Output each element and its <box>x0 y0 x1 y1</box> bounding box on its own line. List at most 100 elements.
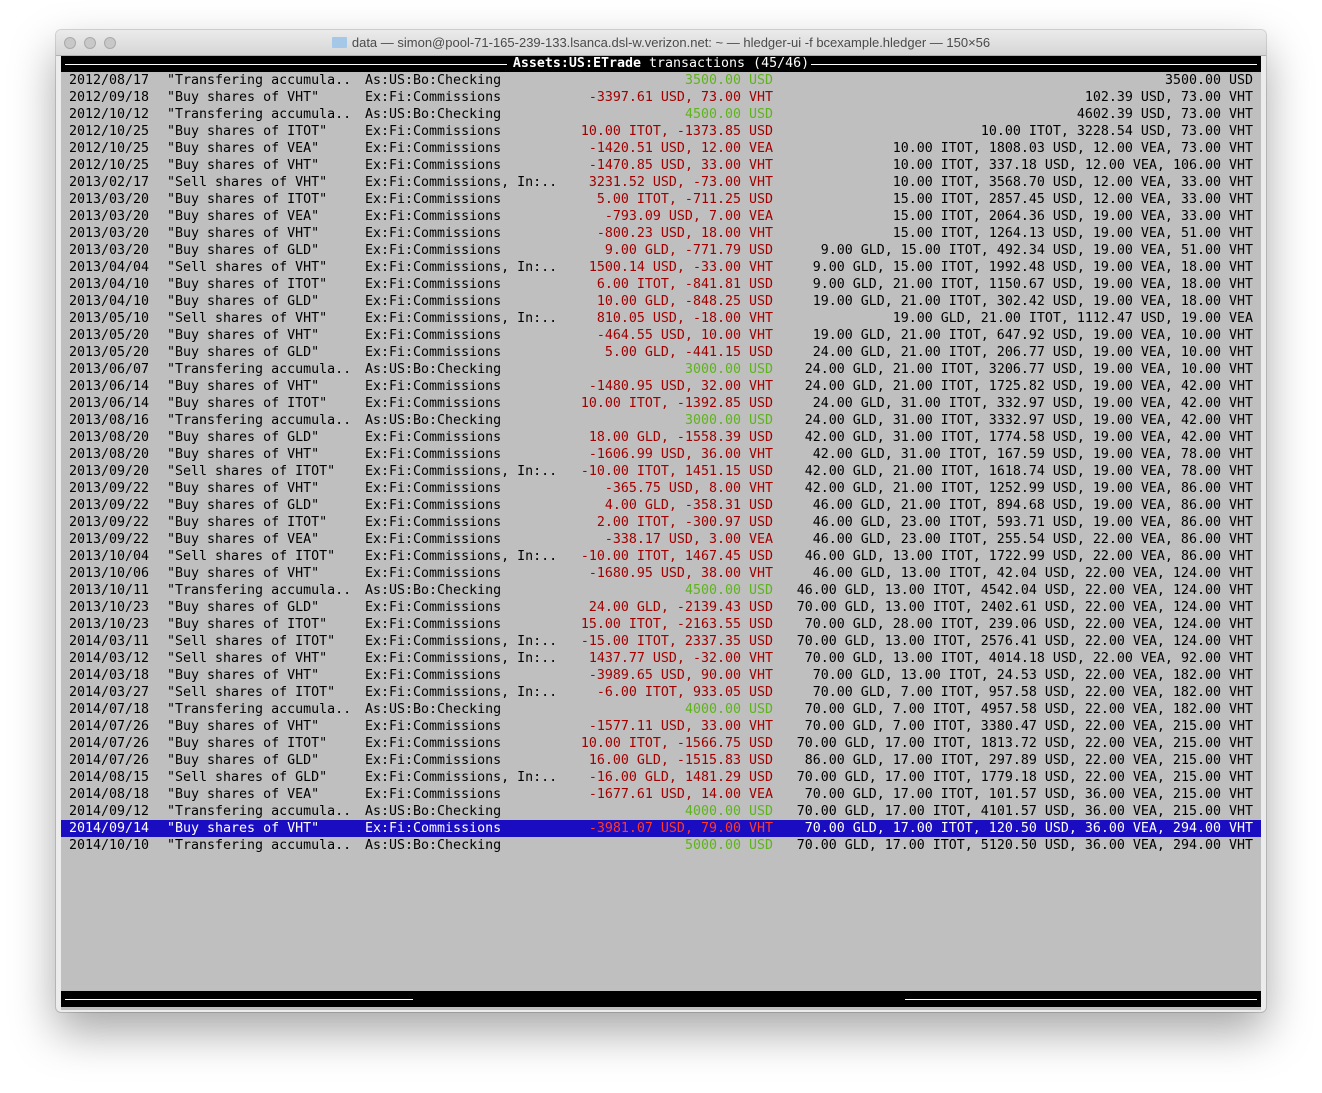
transaction-row[interactable]: 2012/10/25 "Buy shares of VHT" Ex:Fi:Commi… <box>61 157 1261 174</box>
description: "Buy shares of VEA" <box>167 141 320 156</box>
terminal-content[interactable]: Assets:US:ETrade transactions (45/46) 20… <box>61 56 1261 1010</box>
transaction-row[interactable]: 2012/10/25 "Buy shares of VEA" Ex:Fi:Commi… <box>61 140 1261 157</box>
change-amount: -3981.07 USD, 79.00 VHT <box>588 821 773 836</box>
change-amount: 24.00 GLD, -2139.43 USD <box>588 600 773 615</box>
description: "Buy shares of GLD" <box>167 345 320 360</box>
transaction-row[interactable]: 2014/09/12 "Transfering accumula.. As:US:B… <box>61 803 1261 820</box>
transaction-row[interactable]: 2013/08/16 "Transfering accumula.. As:US:B… <box>61 412 1261 429</box>
other-accounts: As:US:Bo:Checking <box>365 702 502 717</box>
transaction-row[interactable]: 2013/09/22 "Buy shares of GLD" Ex:Fi:Commi… <box>61 497 1261 514</box>
minimize-button[interactable] <box>84 37 96 49</box>
date: 2013/09/22 <box>69 481 150 496</box>
transaction-row[interactable]: 2013/10/23 "Buy shares of ITOT" Ex:Fi:Comm… <box>61 616 1261 633</box>
date: 2013/10/06 <box>69 566 150 581</box>
change-amount: 6.00 ITOT, -841.81 USD <box>596 277 773 292</box>
transaction-row[interactable]: 2013/05/20 "Buy shares of VHT" Ex:Fi:Commi… <box>61 327 1261 344</box>
transaction-row[interactable]: 2013/03/20 "Buy shares of ITOT" Ex:Fi:Comm… <box>61 191 1261 208</box>
date: 2014/07/26 <box>69 719 150 734</box>
balance-amount: 24.00 GLD, 21.00 ITOT, 206.77 USD, 19.00… <box>812 345 1253 360</box>
description: "Buy shares of ITOT" <box>167 124 328 139</box>
transaction-row-selected[interactable]: 2014/09/14 "Buy shares of VHT" Ex:Fi:Commi… <box>61 820 1261 837</box>
other-accounts: Ex:Fi:Commissions, In:.. <box>365 634 558 649</box>
transaction-row[interactable]: 2014/03/18 "Buy shares of VHT" Ex:Fi:Commi… <box>61 667 1261 684</box>
transaction-row[interactable]: 2013/10/04 "Sell shares of ITOT" Ex:Fi:Com… <box>61 548 1261 565</box>
description: "Buy shares of VEA" <box>167 532 320 547</box>
close-button[interactable] <box>64 37 76 49</box>
transaction-row[interactable]: 2014/03/11 "Sell shares of ITOT" Ex:Fi:Com… <box>61 633 1261 650</box>
other-accounts: Ex:Fi:Commissions <box>365 821 502 836</box>
transaction-row[interactable]: 2013/05/20 "Buy shares of GLD" Ex:Fi:Commi… <box>61 344 1261 361</box>
other-accounts: As:US:Bo:Checking <box>365 413 502 428</box>
change-amount: 3500.00 USD <box>684 73 773 88</box>
screen-header: Assets:US:ETrade transactions (45/46) <box>61 56 1261 72</box>
transaction-row[interactable]: 2013/03/20 "Buy shares of GLD" Ex:Fi:Commi… <box>61 242 1261 259</box>
description: "Buy shares of VHT" <box>167 668 320 683</box>
transaction-row[interactable]: 2013/09/20 "Sell shares of ITOT" Ex:Fi:Com… <box>61 463 1261 480</box>
other-accounts: Ex:Fi:Commissions <box>365 209 502 224</box>
transaction-row[interactable]: 2013/09/22 "Buy shares of VHT" Ex:Fi:Commi… <box>61 480 1261 497</box>
transaction-row[interactable]: 2014/08/15 "Sell shares of GLD" Ex:Fi:Comm… <box>61 769 1261 786</box>
transaction-row[interactable]: 2013/03/20 "Buy shares of VEA" Ex:Fi:Commi… <box>61 208 1261 225</box>
transaction-row[interactable]: 2012/09/18 "Buy shares of VHT" Ex:Fi:Commi… <box>61 89 1261 106</box>
date: 2012/10/25 <box>69 124 150 139</box>
date: 2013/04/10 <box>69 294 150 309</box>
transaction-row[interactable]: 2014/03/27 "Sell shares of ITOT" Ex:Fi:Com… <box>61 684 1261 701</box>
balance-amount: 46.00 GLD, 21.00 ITOT, 894.68 USD, 19.00… <box>812 498 1253 513</box>
date: 2013/04/04 <box>69 260 150 275</box>
balance-amount: 70.00 GLD, 17.00 ITOT, 120.50 USD, 36.00… <box>804 821 1253 836</box>
transaction-row[interactable]: 2013/05/10 "Sell shares of VHT" Ex:Fi:Comm… <box>61 310 1261 327</box>
transaction-row[interactable]: 2014/07/18 "Transfering accumula.. As:US:B… <box>61 701 1261 718</box>
change-amount: -338.17 USD, 3.00 VEA <box>604 532 773 547</box>
description: "Sell shares of ITOT" <box>167 549 336 564</box>
header-suffix: transactions (45/46) <box>640 56 810 71</box>
transaction-row[interactable]: 2013/04/10 "Buy shares of GLD" Ex:Fi:Commi… <box>61 293 1261 310</box>
date: 2013/10/11 <box>69 583 150 598</box>
other-accounts: As:US:Bo:Checking <box>365 583 502 598</box>
balance-amount: 10.00 ITOT, 3228.54 USD, 73.00 VHT <box>980 124 1253 139</box>
transaction-row[interactable]: 2013/09/22 "Buy shares of ITOT" Ex:Fi:Comm… <box>61 514 1261 531</box>
transaction-row[interactable]: 2012/08/17 "Transfering accumula.. As:US:B… <box>61 72 1261 89</box>
date: 2013/06/14 <box>69 379 150 394</box>
transaction-row[interactable]: 2013/10/23 "Buy shares of GLD" Ex:Fi:Commi… <box>61 599 1261 616</box>
other-accounts: As:US:Bo:Checking <box>365 838 502 853</box>
date: 2013/10/23 <box>69 617 150 632</box>
other-accounts: Ex:Fi:Commissions, In:.. <box>365 651 558 666</box>
change-amount: -464.55 USD, 10.00 VHT <box>596 328 773 343</box>
balance-amount: 19.00 GLD, 21.00 ITOT, 647.92 USD, 19.00… <box>812 328 1253 343</box>
transaction-row[interactable]: 2012/10/12 "Transfering accumula.. As:US:B… <box>61 106 1261 123</box>
footer-rule-left <box>65 999 413 1000</box>
transaction-row[interactable]: 2014/07/26 "Buy shares of VHT" Ex:Fi:Commi… <box>61 718 1261 735</box>
change-amount: -1480.95 USD, 32.00 VHT <box>588 379 773 394</box>
transaction-row[interactable]: 2013/04/04 "Sell shares of VHT" Ex:Fi:Comm… <box>61 259 1261 276</box>
transaction-row[interactable]: 2013/10/11 "Transfering accumula.. As:US:B… <box>61 582 1261 599</box>
balance-amount: 10.00 ITOT, 1808.03 USD, 12.00 VEA, 73.0… <box>892 141 1253 156</box>
balance-amount: 70.00 GLD, 17.00 ITOT, 101.57 USD, 36.00… <box>804 787 1253 802</box>
transaction-row[interactable]: 2013/06/14 "Buy shares of VHT" Ex:Fi:Commi… <box>61 378 1261 395</box>
zoom-button[interactable] <box>104 37 116 49</box>
transaction-row[interactable]: 2012/10/25 "Buy shares of ITOT" Ex:Fi:Comm… <box>61 123 1261 140</box>
transaction-row[interactable]: 2013/02/17 "Sell shares of VHT" Ex:Fi:Comm… <box>61 174 1261 191</box>
transaction-row[interactable]: 2014/07/26 "Buy shares of GLD" Ex:Fi:Commi… <box>61 752 1261 769</box>
balance-amount: 9.00 GLD, 21.00 ITOT, 1150.67 USD, 19.00… <box>812 277 1253 292</box>
transaction-row[interactable]: 2013/10/06 "Buy shares of VHT" Ex:Fi:Commi… <box>61 565 1261 582</box>
transaction-row[interactable]: 2013/09/22 "Buy shares of VEA" Ex:Fi:Commi… <box>61 531 1261 548</box>
transaction-row[interactable]: 2013/06/07 "Transfering accumula.. As:US:B… <box>61 361 1261 378</box>
transaction-row[interactable]: 2013/06/14 "Buy shares of ITOT" Ex:Fi:Comm… <box>61 395 1261 412</box>
transaction-row[interactable]: 2013/08/20 "Buy shares of VHT" Ex:Fi:Commi… <box>61 446 1261 463</box>
transaction-row[interactable]: 2014/07/26 "Buy shares of ITOT" Ex:Fi:Comm… <box>61 735 1261 752</box>
description: "Buy shares of VHT" <box>167 447 320 462</box>
date: 2014/08/15 <box>69 770 150 785</box>
change-amount: 1500.14 USD, -33.00 VHT <box>588 260 773 275</box>
balance-amount: 70.00 GLD, 28.00 ITOT, 239.06 USD, 22.00… <box>804 617 1253 632</box>
change-amount: 810.05 USD, -18.00 VHT <box>596 311 773 326</box>
description: "Sell shares of VHT" <box>167 260 328 275</box>
balance-amount: 19.00 GLD, 21.00 ITOT, 302.42 USD, 19.00… <box>812 294 1253 309</box>
transaction-row[interactable]: 2013/08/20 "Buy shares of GLD" Ex:Fi:Commi… <box>61 429 1261 446</box>
transaction-row[interactable]: 2014/10/10 "Transfering accumula.. As:US:B… <box>61 837 1261 854</box>
change-amount: -800.23 USD, 18.00 VHT <box>596 226 773 241</box>
transaction-row[interactable]: 2013/04/10 "Buy shares of ITOT" Ex:Fi:Comm… <box>61 276 1261 293</box>
transaction-row[interactable]: 2013/03/20 "Buy shares of VHT" Ex:Fi:Commi… <box>61 225 1261 242</box>
balance-amount: 10.00 ITOT, 3568.70 USD, 12.00 VEA, 33.0… <box>892 175 1253 190</box>
transaction-row[interactable]: 2014/08/18 "Buy shares of VEA" Ex:Fi:Commi… <box>61 786 1261 803</box>
transaction-row[interactable]: 2014/03/12 "Sell shares of VHT" Ex:Fi:Comm… <box>61 650 1261 667</box>
